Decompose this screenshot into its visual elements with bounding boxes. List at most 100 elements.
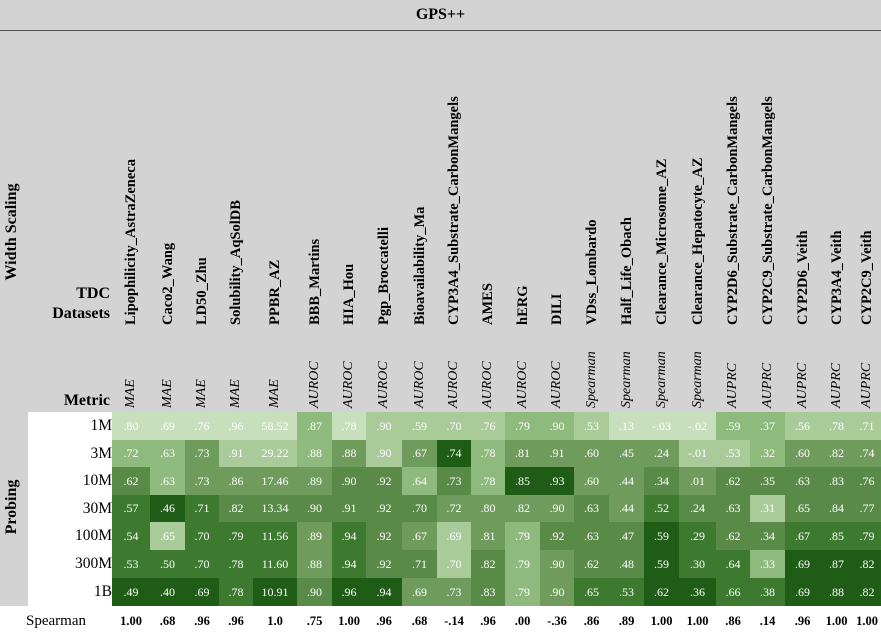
column-header-ames: AMES	[480, 283, 496, 325]
heatmap-cell: .88	[820, 578, 853, 606]
row-label-1b: 1B	[93, 583, 112, 600]
heatmap-cell: .54	[112, 522, 150, 550]
spearman-value: .96	[480, 613, 496, 628]
heatmap-cell: .24	[644, 440, 679, 467]
metric-auroc: AUROC	[480, 361, 495, 408]
heatmap-cell: .82	[471, 550, 505, 578]
metric-mae: MAE	[123, 379, 138, 408]
spearman-value: -.36	[547, 613, 567, 628]
heatmap-cell: .59	[402, 412, 437, 440]
title-divider	[0, 30, 881, 31]
metric-spearman: Spearman	[689, 351, 705, 408]
spearman-value: .68	[159, 613, 176, 628]
heatmap-cell: .92	[366, 550, 402, 578]
heatmap-cell: .94	[332, 522, 366, 550]
heatmap-cell: .24	[679, 495, 716, 522]
heatmap-cell: .89	[297, 467, 332, 495]
column-header-cyp2d6-substrate-carbonmangels: CYP2D6_Substrate_CarbonMangels	[725, 96, 741, 325]
row-label-30m: 30M	[82, 500, 112, 517]
column-header-hia-hou: HIA_Hou	[341, 263, 357, 325]
metric-auroc: AUROC	[376, 361, 391, 408]
heatmap-cell: .67	[785, 522, 820, 550]
heatmap-cell: .57	[112, 495, 150, 522]
metric-auroc: AUROC	[514, 361, 530, 408]
heatmap-cell: .53	[609, 578, 644, 606]
column-header-cyp2c9-substrate-carbonmangels: CYP2C9_Substrate_CarbonMangels	[759, 96, 776, 325]
spearman-value: 1.00	[686, 613, 709, 628]
heatmap-cell: .63	[785, 467, 820, 495]
heatmap-cell: .94	[366, 578, 402, 606]
row-label-300m: 300M	[74, 555, 112, 572]
heatmap-cell: .79	[505, 522, 540, 550]
heatmap-cell: .63	[574, 522, 609, 550]
metric-auroc: AUROC	[306, 361, 322, 408]
heatmap-cell: .85	[505, 467, 540, 495]
heatmap-cell: .90	[540, 550, 574, 578]
column-header-ppbr-az: PPBR_AZ	[267, 259, 283, 325]
row-label-10m: 10M	[82, 472, 112, 489]
heatmap-cell: 11.60	[253, 550, 297, 578]
spearman-value: .96	[194, 613, 210, 628]
column-header-cyp2d6-veith: CYP2D6_Veith	[794, 230, 811, 325]
heatmap-cell: .44	[609, 495, 644, 522]
heatmap-cell: .76	[853, 467, 881, 495]
heatmap-cell: .63	[150, 467, 185, 495]
heatmap-cell: .76	[185, 412, 219, 440]
heatmap-cell: .71	[853, 412, 881, 440]
metric-mae: MAE	[228, 379, 243, 408]
spearman-value: 1.00	[856, 613, 878, 628]
column-header-bbb-martins: BBB_Martins	[306, 238, 323, 325]
heatmap-cell: .59	[644, 522, 679, 550]
heatmap-cell: .73	[185, 440, 219, 467]
heatmap-cell: .60	[574, 440, 609, 467]
heatmap-cell: .82	[853, 578, 881, 606]
heatmap-cell: .81	[471, 522, 505, 550]
metric-auroc: AUROC	[341, 361, 356, 408]
heatmap-cell: .65	[785, 495, 820, 522]
heatmap-cell: .78	[219, 550, 253, 578]
heatmap-cell: .90	[297, 495, 332, 522]
heatmap-cell: .82	[853, 550, 881, 578]
heatmap-cell: .91	[332, 495, 366, 522]
heatmap-cell: .69	[785, 550, 820, 578]
heatmap-cell: .01	[679, 467, 716, 495]
heatmap-cell: 58.52	[253, 412, 297, 440]
heatmap-cell: .48	[609, 550, 644, 578]
heatmap-cell: .34	[750, 522, 785, 550]
column-header-solubility-aqsoldb: Solubility_AqSolDB	[228, 200, 244, 325]
heatmap-cell: .70	[437, 550, 471, 578]
heatmap-cell: -.02	[679, 412, 716, 440]
spearman-value: .14	[759, 613, 776, 628]
heatmap-cell: .89	[297, 522, 332, 550]
column-header-bioavailability-ma: Bioavailability_Ma	[411, 206, 428, 325]
heatmap-cell: .62	[716, 467, 750, 495]
heatmap-cell: .82	[219, 495, 253, 522]
heatmap-cell: .71	[185, 495, 219, 522]
heatmap-cell: .78	[820, 412, 853, 440]
heatmap-cell: .63	[150, 440, 185, 467]
row-label-1m: 1M	[90, 417, 112, 434]
heatmap-cell: .87	[820, 550, 853, 578]
heatmap-cell: .86	[219, 467, 253, 495]
column-header-cyp2c9-veith: CYP2C9_Veith	[859, 230, 875, 325]
column-header-caco2-wang: Caco2_Wang	[159, 242, 176, 325]
heatmap-cell: .92	[366, 495, 402, 522]
heatmap-cell: .83	[471, 578, 505, 606]
column-header-clearance-hepatocyte-az: Clearance_Hepatocyte_AZ	[689, 157, 706, 325]
row-label-3m: 3M	[90, 445, 112, 462]
heatmap-cell: .92	[366, 467, 402, 495]
heatmap-cell: .74	[437, 440, 471, 467]
heatmap-cell: .52	[644, 495, 679, 522]
heatmap-cell: .40	[150, 578, 185, 606]
heatmap-cell: .85	[820, 522, 853, 550]
spearman-value: .96	[376, 613, 392, 628]
metric-label: Metric	[63, 392, 110, 409]
heatmap-cell: .37	[750, 412, 785, 440]
heatmap-cell: .70	[402, 495, 437, 522]
heatmap-cell: .60	[574, 467, 609, 495]
heatmap-cell: .80	[112, 412, 150, 440]
spearman-value: 1.00	[338, 613, 360, 628]
heatmap-cell: .53	[574, 412, 609, 440]
heatmap-cell: .67	[402, 440, 437, 467]
